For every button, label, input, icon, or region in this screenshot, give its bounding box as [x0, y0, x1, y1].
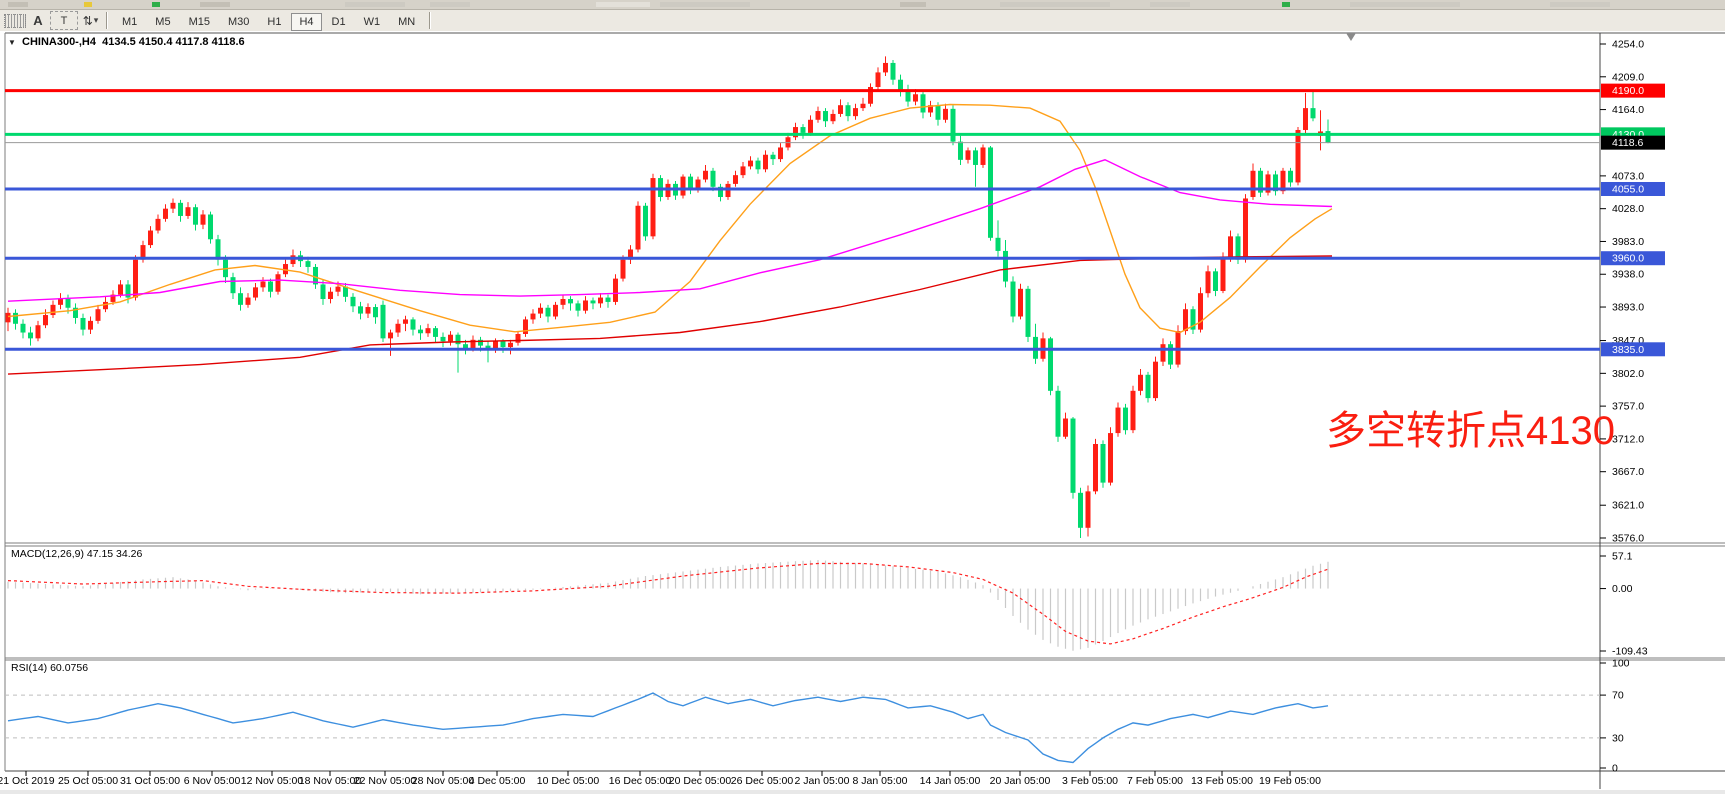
svg-text:3667.0: 3667.0	[1612, 466, 1644, 478]
svg-text:25 Oct 05:00: 25 Oct 05:00	[58, 775, 118, 787]
macd-signal-line[interactable]	[7, 562, 1329, 645]
svg-text:3835.0: 3835.0	[1612, 344, 1644, 356]
svg-text:3983.0: 3983.0	[1612, 236, 1644, 248]
price-axis: 4254.0 4209.0 4164.0 4073.0 4028.0 3983.0 3938…	[1600, 39, 1648, 775]
svg-text:4055.0: 4055.0	[1612, 183, 1644, 195]
svg-text:26 Dec 05:00: 26 Dec 05:00	[731, 775, 794, 787]
svg-text:4164.0: 4164.0	[1612, 104, 1644, 116]
timeframe-button-w1[interactable]: W1	[363, 15, 381, 28]
timeframe-button-h1[interactable]: H1	[267, 15, 282, 28]
svg-text:13 Feb 05:00: 13 Feb 05:00	[1191, 775, 1253, 787]
svg-text:4118.6: 4118.6	[1612, 137, 1643, 149]
dropdown-caret-icon: ▾	[93, 15, 98, 25]
toolbar-fragment	[1150, 2, 1190, 7]
svg-text:10 Dec 05:00: 10 Dec 05:00	[537, 775, 600, 787]
toolbar-fragment	[900, 2, 926, 7]
svg-text:100: 100	[1612, 658, 1630, 670]
svg-text:3621.0: 3621.0	[1612, 500, 1644, 512]
svg-text:31 Oct 05:00: 31 Oct 05:00	[120, 775, 180, 787]
svg-text:30: 30	[1612, 732, 1624, 744]
toolbar-fragment	[84, 2, 92, 7]
svg-text:18 Nov 05:00: 18 Nov 05:00	[299, 775, 362, 787]
svg-text:4254.0: 4254.0	[1612, 39, 1644, 51]
clipped-toolbar-row	[0, 0, 1725, 10]
chart-text-annotation[interactable]: 多空转折点4130	[1326, 409, 1615, 453]
toolbar-fragment	[1000, 2, 1110, 7]
svg-text:3 Feb 05:00: 3 Feb 05:00	[1062, 775, 1118, 787]
toolbar-fragment	[596, 2, 650, 7]
macd-pane	[7, 560, 1329, 651]
svg-text:28 Nov 05:00: 28 Nov 05:00	[412, 775, 475, 787]
svg-text:3960.0: 3960.0	[1612, 253, 1644, 265]
chart-shift-marker-icon[interactable]	[1346, 33, 1356, 41]
svg-text:4209.0: 4209.0	[1612, 71, 1644, 83]
ma-fast-orange[interactable]	[7, 103, 1333, 334]
svg-text:3757.0: 3757.0	[1612, 401, 1644, 413]
svg-text:3802.0: 3802.0	[1612, 368, 1644, 380]
toolbar-fragment	[8, 2, 28, 7]
svg-text:57.1: 57.1	[1612, 551, 1633, 563]
grid-pattern-icon[interactable]	[4, 13, 26, 28]
svg-text:19 Feb 05:00: 19 Feb 05:00	[1259, 775, 1321, 787]
timeframe-button-m15[interactable]: M15	[188, 15, 210, 28]
toolbar-fragment	[430, 2, 470, 7]
svg-text:70: 70	[1612, 690, 1624, 702]
toolbar-fragment	[152, 2, 160, 7]
chart-title: CHINA300-,H4 4134.5 4150.4 4117.8 4118.6	[22, 36, 245, 48]
time-axis: 21 Oct 2019 25 Oct 05:00 31 Oct 05:00 6 Nov…	[0, 771, 1321, 787]
toolbar-fragment	[345, 2, 405, 7]
toolbar-fragment	[1550, 2, 1610, 7]
svg-text:3576.0: 3576.0	[1612, 533, 1644, 545]
timeframe-button-m5[interactable]: M5	[155, 15, 171, 28]
svg-text:7 Feb 05:00: 7 Feb 05:00	[1127, 775, 1183, 787]
macd-indicator-label: MACD(12,26,9) 47.15 34.26	[11, 548, 143, 560]
svg-text:20 Dec 05:00: 20 Dec 05:00	[669, 775, 732, 787]
svg-text:4190.0: 4190.0	[1612, 85, 1644, 97]
svg-text:3893.0: 3893.0	[1612, 302, 1644, 314]
timeframe-buttons: M1 M5 M15 M30 H1 H4 D1 W1 MN	[113, 12, 424, 31]
chart-toolbar: A T ⇅ ▾ M1 M5 M15 M30 H1 H4 D1 W1 MN	[0, 10, 1725, 32]
rsi-indicator-label: RSI(14) 60.0756	[11, 662, 89, 674]
svg-text:6 Nov 05:00: 6 Nov 05:00	[184, 775, 241, 787]
arrange-arrows-icon[interactable]: ⇅ ▾	[82, 13, 98, 28]
svg-text:14 Jan 05:00: 14 Jan 05:00	[920, 775, 981, 787]
svg-text:4 Dec 05:00: 4 Dec 05:00	[469, 775, 526, 787]
text-label-icon[interactable]: T	[50, 11, 78, 30]
svg-text:20 Jan 05:00: 20 Jan 05:00	[990, 775, 1051, 787]
svg-text:2 Jan 05:00: 2 Jan 05:00	[795, 775, 850, 787]
pane-frames	[0, 32, 1725, 794]
svg-text:4073.0: 4073.0	[1612, 170, 1644, 182]
candlestick-series	[5, 56, 1331, 538]
toolbar-fragment	[1350, 2, 1460, 7]
toolbar-fragment	[660, 2, 750, 7]
svg-text:-109.43: -109.43	[1612, 646, 1648, 658]
svg-text:12 Nov 05:00: 12 Nov 05:00	[241, 775, 304, 787]
timeframe-button-h4[interactable]: H4	[291, 12, 322, 31]
svg-text:0.00: 0.00	[1612, 583, 1633, 595]
svg-text:3712.0: 3712.0	[1612, 433, 1644, 445]
svg-text:0: 0	[1612, 763, 1618, 775]
toolbar-fragment	[1282, 2, 1290, 7]
symbol-dropdown-icon[interactable]: ▼	[8, 38, 16, 47]
toolbar-separator	[106, 12, 108, 29]
toolbar-fragment	[200, 2, 230, 7]
font-a-icon[interactable]: A	[33, 13, 43, 28]
timeframe-button-mn[interactable]: MN	[398, 15, 416, 28]
svg-text:21 Oct 2019: 21 Oct 2019	[0, 775, 55, 787]
svg-text:4028.0: 4028.0	[1612, 203, 1644, 215]
svg-text:22 Nov 05:00: 22 Nov 05:00	[354, 775, 417, 787]
timeframe-button-m1[interactable]: M1	[122, 15, 138, 28]
svg-text:8 Jan 05:00: 8 Jan 05:00	[853, 775, 908, 787]
timeframe-button-d1[interactable]: D1	[331, 15, 346, 28]
timeframe-button-m30[interactable]: M30	[227, 15, 250, 28]
ma-mid-magenta[interactable]	[7, 159, 1333, 302]
svg-text:16 Dec 05:00: 16 Dec 05:00	[609, 775, 672, 787]
rsi-line[interactable]	[7, 692, 1329, 764]
toolbar-separator	[429, 12, 432, 29]
rsi-pane	[5, 692, 1600, 764]
svg-text:3938.0: 3938.0	[1612, 269, 1644, 281]
